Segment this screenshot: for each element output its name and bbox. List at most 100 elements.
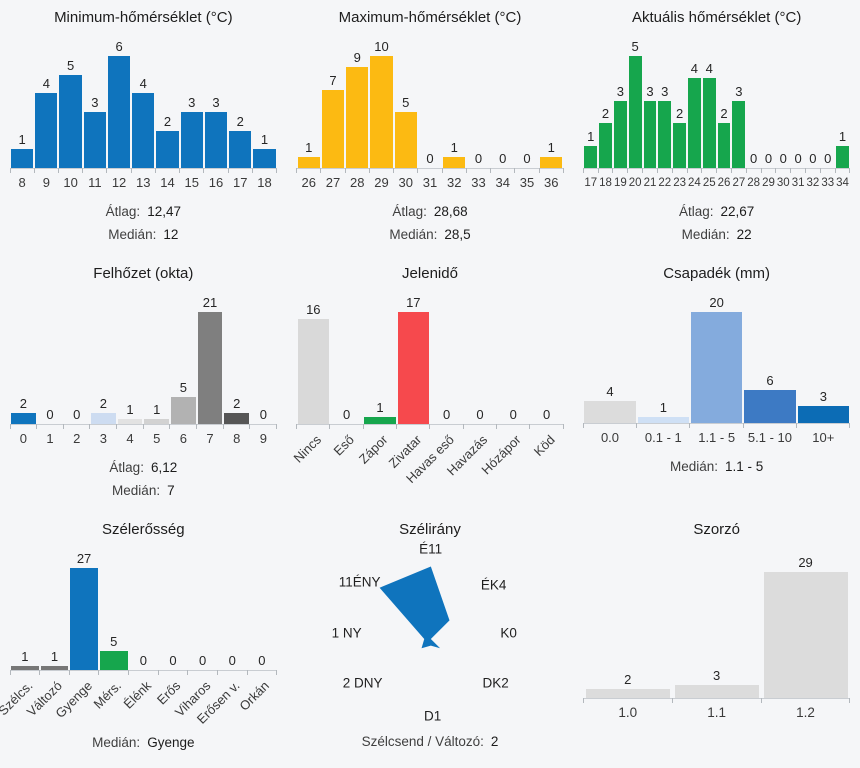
stat-value: 6,12 (150, 460, 178, 475)
stat-label: Medián: (681, 227, 730, 242)
bar (11, 413, 36, 424)
axis-tick (344, 168, 346, 173)
stat-value: 7 (167, 483, 175, 498)
axis-tick (538, 168, 540, 173)
bar (540, 156, 563, 168)
x-label: 25 (702, 177, 716, 189)
axis-tick (529, 424, 531, 429)
x-label: 7 (206, 431, 214, 446)
axis-tick (222, 424, 224, 429)
bar-value-label: 0 (258, 653, 266, 668)
bar-value-label: 1 (547, 139, 555, 155)
bar-value-label: 0 (443, 407, 451, 422)
x-label: 34 (495, 175, 511, 190)
x-label: 21 (643, 177, 657, 189)
axis-tick (82, 168, 84, 173)
bar-value-label: 3 (616, 83, 624, 99)
x-label: 18 (599, 177, 612, 189)
bar-slot: 7 (321, 73, 345, 168)
bar-slot: 3 (83, 95, 107, 168)
bar-value-label: 1 (18, 132, 26, 148)
x-label: 1 (46, 431, 54, 446)
bar-value-label: 5 (402, 95, 410, 110)
axis-tick (329, 424, 331, 429)
bar-value-label: 0 (73, 407, 81, 422)
bars: 4 1 20 6 3 (583, 294, 850, 423)
stat-line: Medián: 28,5 (287, 223, 574, 246)
axis-tick (116, 424, 118, 429)
bar (797, 406, 849, 423)
axis-tick (462, 424, 464, 429)
x-label: 0.0 (600, 430, 620, 445)
x-label: 8 (18, 175, 26, 190)
bar-slot: 17 (397, 295, 430, 424)
bar-slot: 2 (10, 396, 37, 424)
chart-title: Minimum-hőmérséklet (°C) (54, 9, 233, 26)
bar-value-label: 4 (42, 76, 50, 92)
bar-slot: 0 (418, 151, 442, 168)
bar-slot: 2 (598, 106, 613, 168)
axis-tick (612, 168, 614, 173)
bar-slot: 0 (491, 151, 515, 168)
x-label: 24 (688, 177, 701, 189)
stat-value: Gyenge (147, 735, 195, 750)
x-label: 30 (398, 175, 414, 190)
axis-tick (142, 424, 144, 429)
axis-tick (834, 168, 836, 173)
axis-tick (582, 698, 584, 703)
axis-tick (441, 168, 443, 173)
axis-tick (496, 424, 498, 429)
x-label: 23 (673, 177, 686, 189)
bar (11, 666, 39, 670)
bar-value-label: 4 (690, 61, 699, 77)
bar-value-label: 4 (705, 61, 713, 77)
x-label: 30 (776, 177, 790, 189)
chart-precipitation: Csapadék (mm) 4 1 20 6 3 0.0 0.1 - 1 1.1 - 5 5.1… (573, 256, 860, 512)
bar-value-label: 0 (809, 151, 817, 166)
axis-tick (745, 168, 747, 173)
bar-plot: 2 3 29 1.0 1.1 1.2 (582, 554, 851, 722)
chart-stats: Medián: Gyenge (0, 731, 287, 754)
x-label: 1.1 (707, 705, 727, 720)
bar (674, 685, 759, 698)
axis-tick (62, 424, 64, 429)
axis-tick (9, 168, 11, 173)
axis-tick (320, 168, 322, 173)
bar-slot: 27 (69, 551, 99, 670)
bar-slot: 0 (806, 151, 821, 168)
bar (180, 112, 203, 168)
bar (107, 56, 131, 168)
axis-tick (393, 168, 395, 173)
bar-slot: 1 (363, 400, 396, 424)
stat-value: 2 (490, 734, 499, 749)
stat-value: 22,67 (720, 204, 755, 219)
axis-tick (716, 168, 718, 173)
bar (690, 312, 743, 423)
bar-slot: 0 (63, 407, 90, 424)
axis-tick (89, 424, 91, 429)
bar-value-label: 1 (376, 400, 384, 416)
bar-slot: 5 (58, 58, 82, 168)
bar-value-label: 10 (374, 39, 389, 54)
bar-slot: 2 (583, 672, 672, 698)
axis-tick (760, 698, 762, 703)
bar-value-label: 2 (675, 106, 684, 122)
bar (584, 400, 636, 423)
x-label: Mérs. (90, 678, 125, 712)
bar (117, 418, 143, 424)
bar (637, 417, 689, 423)
stat-line: Medián: 7 (0, 479, 287, 502)
bar-value-label: 1 (659, 400, 667, 416)
bar-value-label: 1 (587, 128, 595, 144)
axis-tick (819, 168, 821, 173)
bar-slot: 3 (643, 84, 658, 168)
bar (585, 689, 670, 698)
axis-tick (849, 698, 851, 703)
bar-value-label: 2 (624, 672, 632, 688)
stat-value: 12 (163, 227, 179, 242)
axis-tick (656, 168, 658, 173)
chart-stats: Medián: 1.1 - 5 (573, 455, 860, 478)
bar-value-label: 2 (601, 106, 610, 122)
